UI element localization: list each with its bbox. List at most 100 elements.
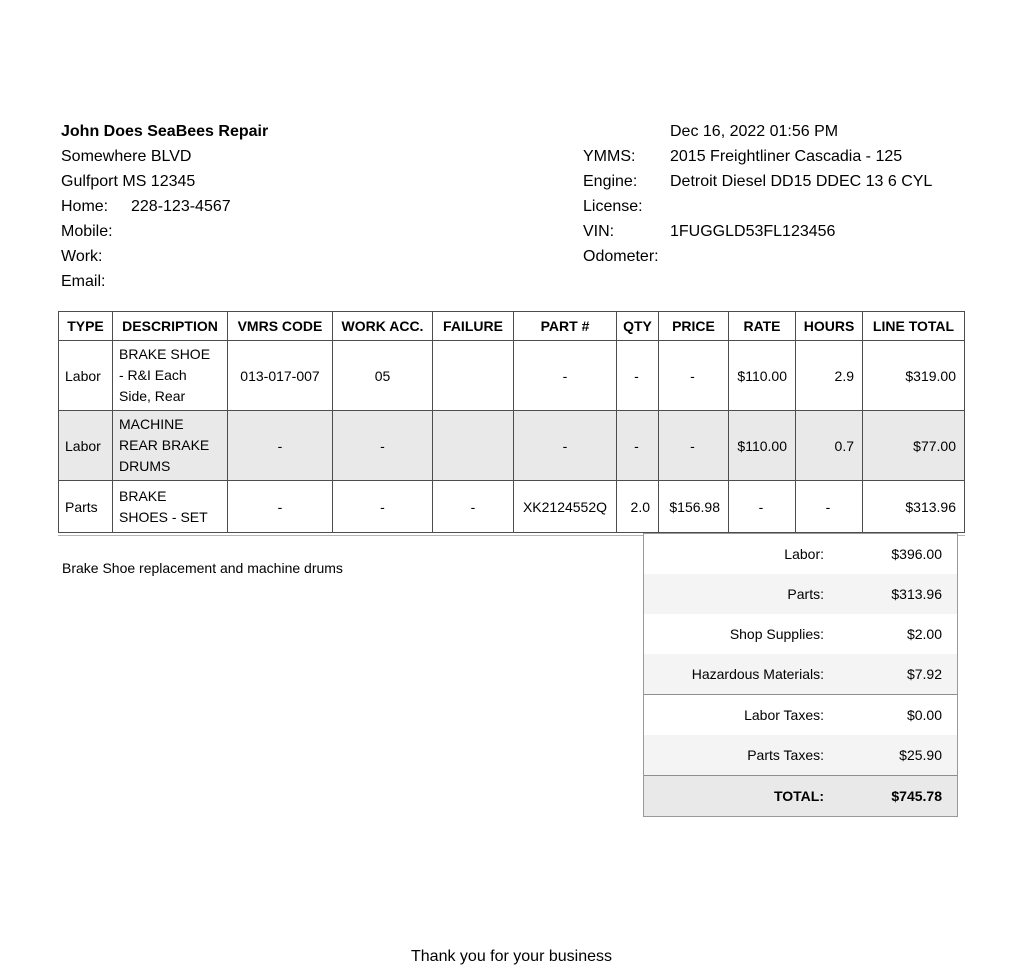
column-header-line-total: LINE TOTAL [862,311,965,341]
line-item-row: Labor BRAKE SHOE - R&I Each Side, Rear 0… [58,340,965,411]
table-underline [58,535,965,536]
summary-row-parts: Parts: $313.96 [644,574,957,614]
contact-row-work: Work: [61,244,268,269]
summary-total-label: TOTAL: [773,788,824,804]
info-label: YMMS: [583,148,636,165]
summary-row-total: TOTAL: $745.78 [644,775,957,816]
cell-vmrs-code: - [227,480,333,533]
summary-value: $7.92 [906,666,942,682]
summary-value: $313.96 [891,586,942,602]
cell-description: BRAKE SHOE - R&I Each Side, Rear [112,340,228,411]
cell-price: - [658,410,729,481]
info-label: VIN: [583,223,615,240]
cell-failure [432,340,514,411]
column-header-description: DESCRIPTION [112,311,228,341]
cell-part-number: XK2124552Q [513,480,617,533]
info-label: Engine: [583,173,638,190]
column-header-qty: QTY [616,311,659,341]
cell-work-acc: 05 [332,340,433,411]
cell-description: MACHINE REAR BRAKE DRUMS [112,410,228,481]
info-row-license: License: [583,194,932,219]
cell-vmrs-code: - [227,410,333,481]
shop-address-line1: Somewhere BLVD [61,148,192,165]
invoice-datetime: Dec 16, 2022 01:56 PM [670,123,839,140]
summary-row-shop-supplies: Shop Supplies: $2.00 [644,614,957,654]
cell-type: Labor [58,410,113,481]
cell-qty: - [616,340,659,411]
column-header-hours: HOURS [795,311,863,341]
info-label: License: [583,198,643,215]
cell-type: Labor [58,340,113,411]
cell-part-number: - [513,340,617,411]
cell-line-total: $313.96 [862,480,965,533]
line-item-row: Labor MACHINE REAR BRAKE DRUMS - - - - -… [58,410,965,481]
contact-row-home: Home: 228-123-4567 [61,194,268,219]
contact-value: 228-123-4567 [131,198,231,215]
cell-price: $156.98 [658,480,729,533]
summary-table: Labor: $396.00 Parts: $313.96 Shop Suppl… [643,533,958,817]
summary-label: Parts Taxes: [747,747,824,763]
column-header-rate: RATE [728,311,796,341]
cell-work-acc: - [332,480,433,533]
cell-part-number: - [513,410,617,481]
cell-rate: $110.00 [728,340,796,411]
info-label: Odometer: [583,248,659,265]
cell-work-acc: - [332,410,433,481]
cell-failure: - [432,480,514,533]
info-row-engine: Engine: Detroit Diesel DD15 DDEC 13 6 CY… [583,169,932,194]
summary-label: Shop Supplies: [729,626,824,642]
column-header-type: TYPE [58,311,113,341]
column-header-failure: FAILURE [432,311,514,341]
summary-row-labor: Labor: $396.00 [644,534,957,574]
footer-message: Thank you for your business [411,948,612,965]
cell-price: - [658,340,729,411]
shop-info-block: John Does SeaBees Repair Somewhere BLVD … [61,119,268,294]
column-header-price: PRICE [658,311,729,341]
summary-label: Labor: [784,546,824,562]
info-row-vin: VIN: 1FUGGLD53FL123456 [583,219,932,244]
cell-failure [432,410,514,481]
cell-description: BRAKE SHOES - SET [112,480,228,533]
shop-address-line2: Gulfport MS 12345 [61,173,196,190]
info-label [583,119,670,144]
contact-label: Work: [61,248,103,265]
info-value: 1FUGGLD53FL123456 [670,223,836,240]
cell-hours: 0.7 [795,410,863,481]
summary-row-parts-taxes: Parts Taxes: $25.90 [644,735,957,775]
contact-label: Mobile: [61,223,113,240]
contact-label: Email: [61,273,106,290]
cell-line-total: $319.00 [862,340,965,411]
contact-row-mobile: Mobile: [61,219,268,244]
column-header-work-acc: WORK ACC. [332,311,433,341]
shop-name: John Does SeaBees Repair [61,123,269,140]
cell-vmrs-code: 013-017-007 [227,340,333,411]
summary-value: $25.90 [899,747,942,763]
info-row-ymms: YMMS: 2015 Freightliner Cascadia - 125 [583,144,932,169]
column-header-vmrs-code: VMRS CODE [227,311,333,341]
cell-type: Parts [58,480,113,533]
cell-line-total: $77.00 [862,410,965,481]
column-header-part-number: PART # [513,311,617,341]
summary-total-value: $745.78 [891,788,942,804]
summary-value: $0.00 [906,707,942,723]
job-note: Brake Shoe replacement and machine drums [62,560,343,576]
cell-hours: 2.9 [795,340,863,411]
vehicle-info-block: Dec 16, 2022 01:56 PM YMMS: 2015 Freight… [583,119,932,269]
contact-label: Home: [61,198,109,215]
line-item-row: Parts BRAKE SHOES - SET - - - XK2124552Q… [58,480,965,533]
summary-row-labor-taxes: Labor Taxes: $0.00 [644,694,957,735]
info-row-odometer: Odometer: [583,244,932,269]
cell-qty: 2.0 [616,480,659,533]
summary-label: Parts: [787,586,824,602]
table-header-row: TYPE DESCRIPTION VMRS CODE WORK ACC. FAI… [58,311,965,341]
info-value: 2015 Freightliner Cascadia - 125 [670,148,903,165]
summary-row-hazardous-materials: Hazardous Materials: $7.92 [644,654,957,694]
contact-row-email: Email: [61,269,268,294]
info-value: Detroit Diesel DD15 DDEC 13 6 CYL [670,173,933,190]
cell-rate: - [728,480,796,533]
summary-label: Labor Taxes: [744,707,824,723]
line-items-table: TYPE DESCRIPTION VMRS CODE WORK ACC. FAI… [58,311,965,533]
summary-label: Hazardous Materials: [691,666,824,682]
summary-value: $396.00 [891,546,942,562]
